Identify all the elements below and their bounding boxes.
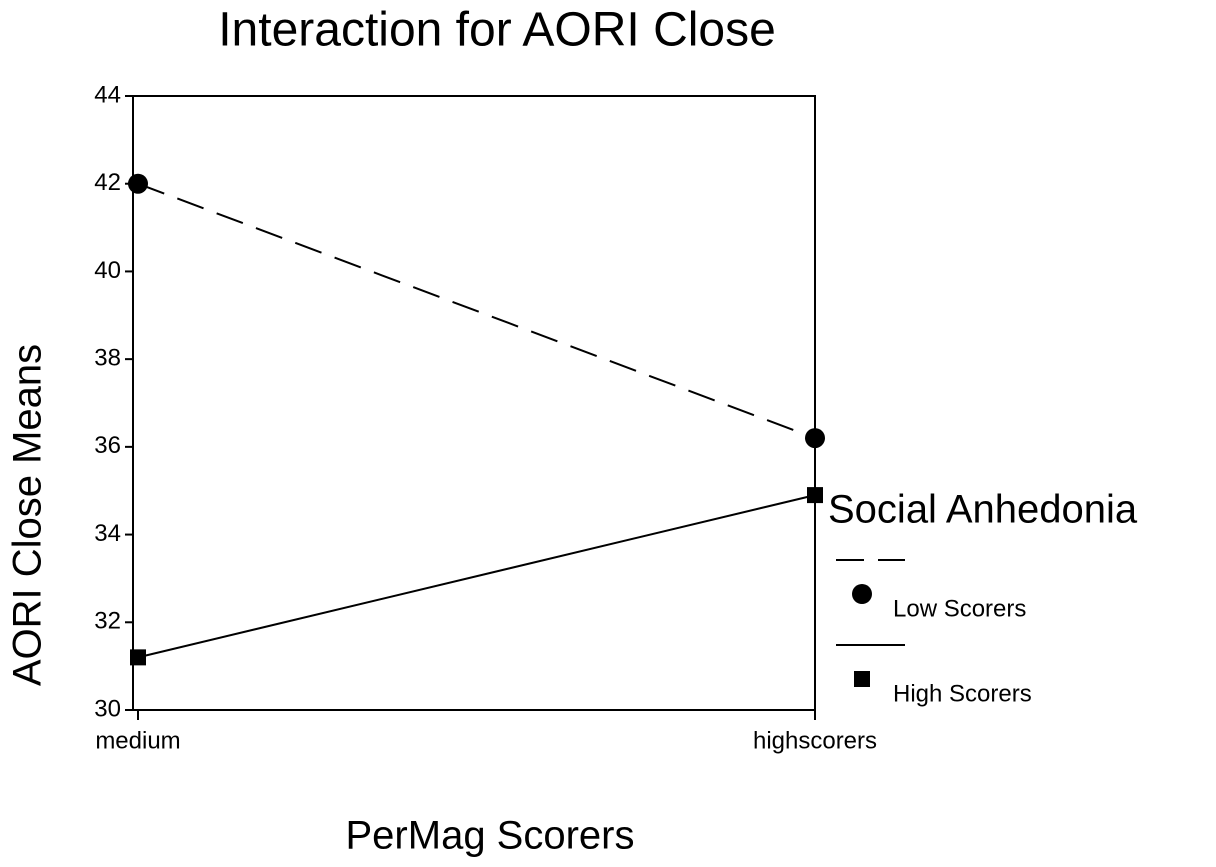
y-tick-label: 30 bbox=[94, 695, 121, 722]
x-axis-label: PerMag Scorers bbox=[346, 814, 635, 858]
legend-title: Social Anhedonia bbox=[828, 488, 1138, 532]
y-tick-label: 36 bbox=[94, 432, 121, 459]
series-line bbox=[137, 182, 816, 440]
legend-marker bbox=[852, 584, 872, 604]
y-tick-label: 32 bbox=[94, 608, 121, 635]
y-tick-label: 44 bbox=[94, 81, 121, 108]
plot-frame bbox=[132, 95, 816, 711]
chart-title: Interaction for AORI Close bbox=[218, 4, 776, 57]
y-tick-label: 34 bbox=[94, 520, 121, 547]
data-point bbox=[807, 487, 823, 504]
data-point bbox=[805, 428, 825, 449]
y-tick-label: 40 bbox=[94, 257, 121, 284]
data-point bbox=[128, 173, 148, 194]
x-tick-label: medium bbox=[95, 727, 180, 754]
y-axis-label: AORI Close Means bbox=[6, 344, 50, 686]
legend-marker bbox=[854, 671, 870, 687]
y-tick-label: 38 bbox=[94, 344, 121, 371]
legend-label: High Scorers bbox=[893, 680, 1032, 707]
x-tick-label: highscorers bbox=[753, 727, 877, 754]
data-point bbox=[130, 649, 146, 666]
legend-label: Low Scorers bbox=[893, 595, 1026, 622]
y-tick-label: 42 bbox=[94, 169, 121, 196]
series-line bbox=[137, 494, 816, 659]
